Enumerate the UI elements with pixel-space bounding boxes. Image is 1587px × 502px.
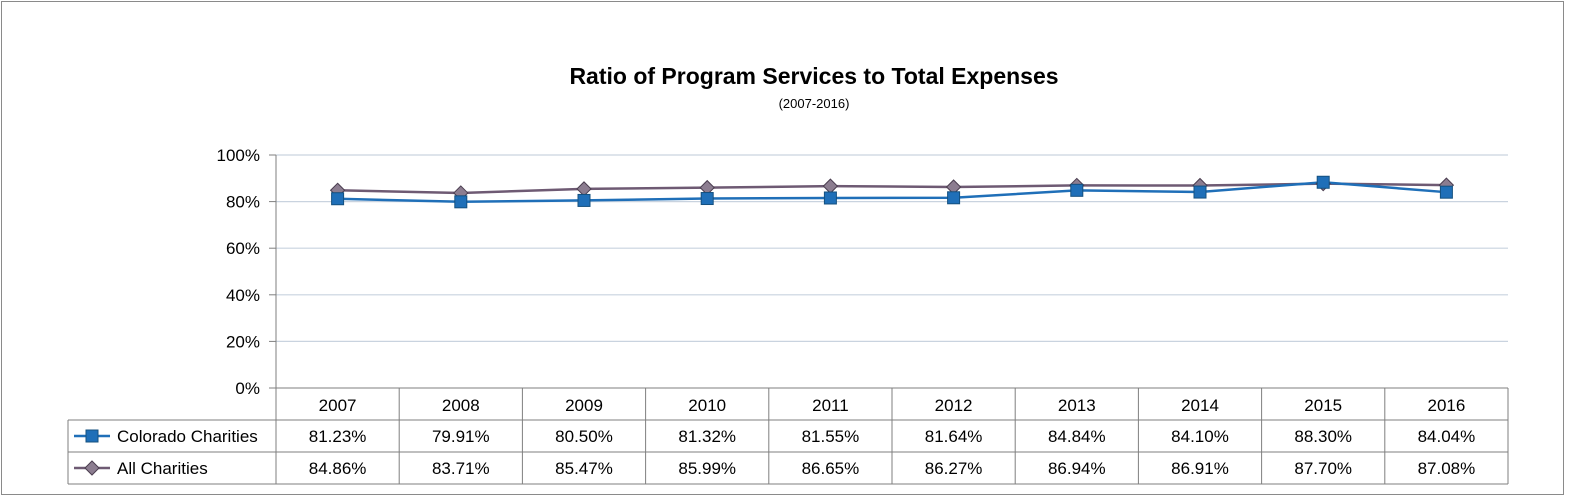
- table-value: 86.27%: [925, 459, 983, 478]
- x-tick-label: 2008: [442, 396, 480, 415]
- y-tick-label: 20%: [226, 332, 260, 351]
- table-value: 85.47%: [555, 459, 613, 478]
- x-tick-label: 2013: [1058, 396, 1096, 415]
- x-tick-label: 2012: [935, 396, 973, 415]
- table-value: 83.71%: [432, 459, 490, 478]
- legend-series-name: All Charities: [117, 459, 208, 478]
- data-point: [576, 181, 592, 197]
- series-markers: [329, 175, 1455, 209]
- y-tick-label: 60%: [226, 239, 260, 258]
- data-table: 2007 2008 2009 2010 2011 2012 2013 2014 2015 2016…: [67, 387, 1509, 485]
- series-line: [337, 182, 1447, 195]
- table-value: 87.70%: [1294, 459, 1352, 478]
- y-tick-label: 40%: [226, 286, 260, 305]
- table-value: 85.99%: [678, 459, 736, 478]
- data-point: [1316, 175, 1330, 189]
- table-value: 80.50%: [555, 427, 613, 446]
- y-tick-label: 80%: [226, 193, 260, 212]
- table-value: 81.55%: [802, 427, 860, 446]
- series-line: [337, 181, 1447, 204]
- x-tick-label: 2016: [1427, 396, 1465, 415]
- data-point: [454, 195, 468, 209]
- x-tick-label: 2007: [319, 396, 357, 415]
- x-tick-label: 2011: [812, 396, 849, 415]
- x-tick-label: 2015: [1304, 396, 1342, 415]
- line-chart: Ratio of Program Services to Total Expen…: [67, 63, 1509, 485]
- data-point: [823, 191, 837, 205]
- data-point: [577, 193, 591, 207]
- x-tick-label: 2014: [1181, 396, 1219, 415]
- data-point: [822, 178, 839, 194]
- table-value: 87.08%: [1418, 459, 1476, 478]
- y-tick-label: 0%: [235, 379, 260, 398]
- data-point: [331, 192, 345, 206]
- legend-key-marker: [85, 429, 99, 443]
- table-value: 81.23%: [309, 427, 367, 446]
- table-value: 84.04%: [1418, 427, 1476, 446]
- legend-key-marker: [84, 460, 100, 476]
- data-point: [947, 191, 961, 205]
- table-value: 86.94%: [1048, 459, 1106, 478]
- data-point: [1070, 183, 1084, 197]
- x-tick-label: 2009: [565, 396, 603, 415]
- y-tick-label: 100%: [217, 146, 260, 165]
- series-lines: [337, 181, 1447, 204]
- table-value: 81.32%: [678, 427, 736, 446]
- table-value: 81.64%: [925, 427, 983, 446]
- table-value: 86.65%: [802, 459, 860, 478]
- table-value: 84.10%: [1171, 427, 1229, 446]
- table-value: 84.84%: [1048, 427, 1106, 446]
- data-point: [700, 192, 714, 206]
- table-value: 84.86%: [309, 459, 367, 478]
- table-value: 79.91%: [432, 427, 490, 446]
- y-axis: 0% 20% 40% 60% 80% 100%: [217, 146, 277, 398]
- chart-subtitle: (2007-2016): [779, 96, 850, 111]
- table-value: 88.30%: [1294, 427, 1352, 446]
- chart-title: Ratio of Program Services to Total Expen…: [569, 63, 1058, 89]
- data-point: [1439, 185, 1453, 199]
- x-tick-label: 2010: [688, 396, 726, 415]
- chart-frame: Ratio of Program Services to Total Expen…: [1, 1, 1564, 495]
- legend-series-name: Colorado Charities: [117, 427, 258, 446]
- table-value: 86.91%: [1171, 459, 1229, 478]
- data-point: [1193, 185, 1207, 199]
